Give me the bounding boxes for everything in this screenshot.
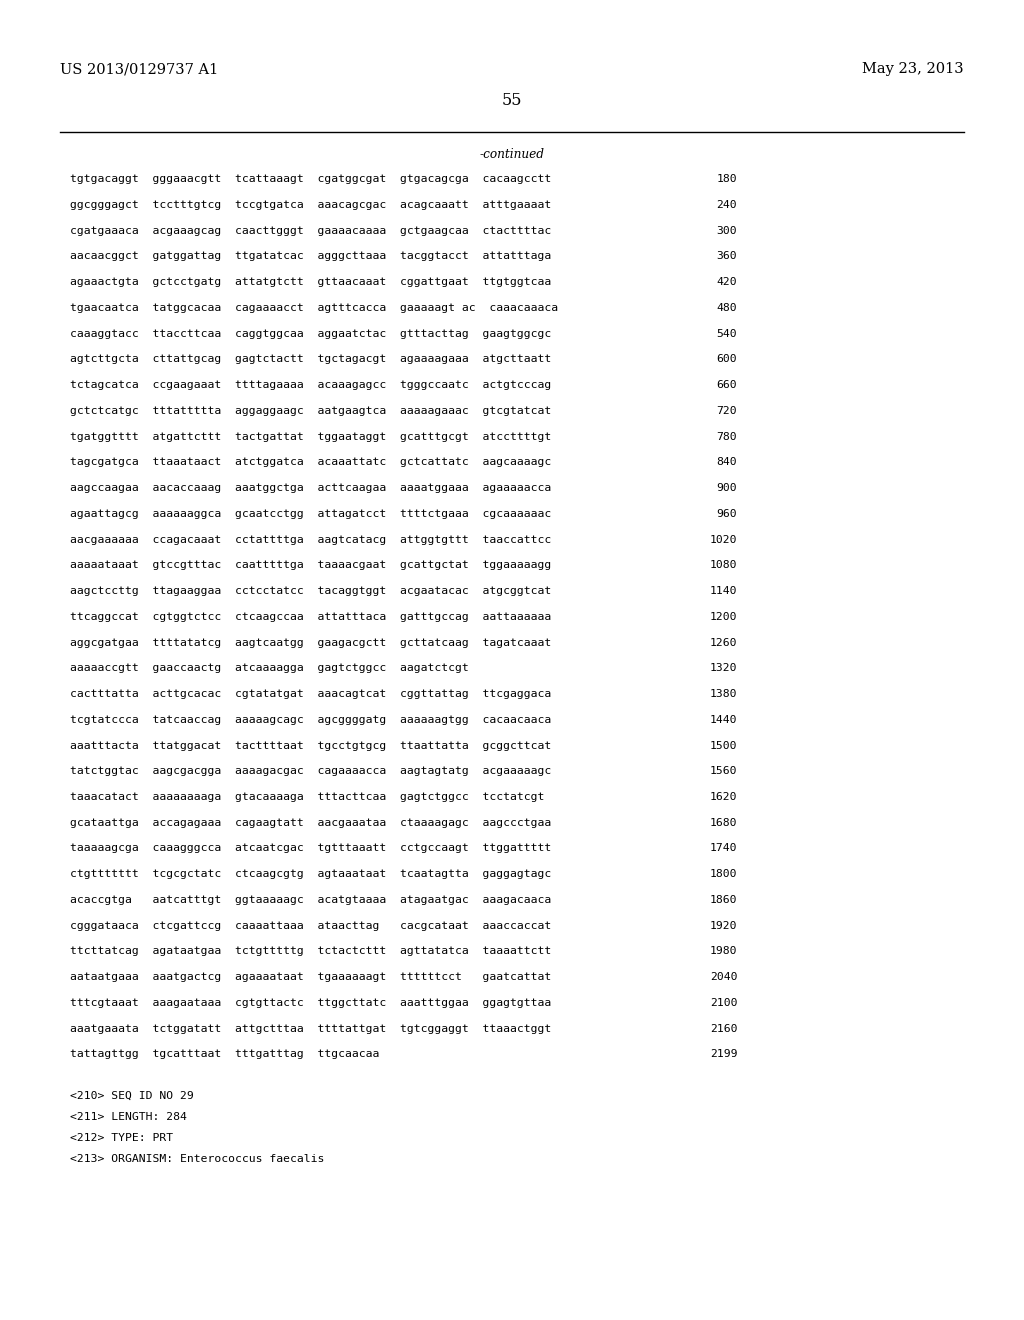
Text: agaaactgta  gctcctgatg  attatgtctt  gttaacaaat  cggattgaat  ttgtggtcaa: agaaactgta gctcctgatg attatgtctt gttaaca… <box>70 277 551 288</box>
Text: 1440: 1440 <box>710 715 737 725</box>
Text: 1920: 1920 <box>710 921 737 931</box>
Text: tgtgacaggt  gggaaacgtt  tcattaaagt  cgatggcgat  gtgacagcga  cacaagcctt: tgtgacaggt gggaaacgtt tcattaaagt cgatggc… <box>70 174 551 185</box>
Text: aagccaagaa  aacaccaaag  aaatggctga  acttcaagaa  aaaatggaaa  agaaaaacca: aagccaagaa aacaccaaag aaatggctga acttcaa… <box>70 483 551 494</box>
Text: 1260: 1260 <box>710 638 737 648</box>
Text: 840: 840 <box>717 458 737 467</box>
Text: 1800: 1800 <box>710 869 737 879</box>
Text: 2040: 2040 <box>710 972 737 982</box>
Text: 600: 600 <box>717 354 737 364</box>
Text: 780: 780 <box>717 432 737 442</box>
Text: tttcgtaaat  aaagaataaa  cgtgttactc  ttggcttatc  aaatttggaa  ggagtgttaa: tttcgtaaat aaagaataaa cgtgttactc ttggctt… <box>70 998 551 1008</box>
Text: May 23, 2013: May 23, 2013 <box>862 62 964 77</box>
Text: tagcgatgca  ttaaataact  atctggatca  acaaattatc  gctcattatc  aagcaaaagc: tagcgatgca ttaaataact atctggatca acaaatt… <box>70 458 551 467</box>
Text: aacaacggct  gatggattag  ttgatatcac  agggcttaaa  tacggtacct  attatttaga: aacaacggct gatggattag ttgatatcac agggctt… <box>70 251 551 261</box>
Text: <213> ORGANISM: Enterococcus faecalis: <213> ORGANISM: Enterococcus faecalis <box>70 1154 324 1164</box>
Text: tatctggtac  aagcgacgga  aaaagacgac  cagaaaacca  aagtagtatg  acgaaaaagc: tatctggtac aagcgacgga aaaagacgac cagaaaa… <box>70 766 551 776</box>
Text: 300: 300 <box>717 226 737 236</box>
Text: tgatggtttt  atgattcttt  tactgattat  tggaataggt  gcatttgcgt  atccttttgt: tgatggtttt atgattcttt tactgattat tggaata… <box>70 432 551 442</box>
Text: 1080: 1080 <box>710 560 737 570</box>
Text: 1680: 1680 <box>710 817 737 828</box>
Text: US 2013/0129737 A1: US 2013/0129737 A1 <box>60 62 219 77</box>
Text: ggcgggagct  tcctttgtcg  tccgtgatca  aaacagcgac  acagcaaatt  atttgaaaat: ggcgggagct tcctttgtcg tccgtgatca aaacagc… <box>70 199 551 210</box>
Text: ttcttatcag  agataatgaa  tctgtttttg  tctactcttt  agttatatca  taaaattctt: ttcttatcag agataatgaa tctgtttttg tctactc… <box>70 946 551 957</box>
Text: 55: 55 <box>502 92 522 110</box>
Text: 1860: 1860 <box>710 895 737 906</box>
Text: 2100: 2100 <box>710 998 737 1008</box>
Text: caaaggtacc  ttaccttcaa  caggtggcaa  aggaatctac  gtttacttag  gaagtggcgc: caaaggtacc ttaccttcaa caggtggcaa aggaatc… <box>70 329 551 339</box>
Text: 1380: 1380 <box>710 689 737 700</box>
Text: 900: 900 <box>717 483 737 494</box>
Text: cgatgaaaca  acgaaagcag  caacttgggt  gaaaacaaaa  gctgaagcaa  ctacttttac: cgatgaaaca acgaaagcag caacttgggt gaaaaca… <box>70 226 551 236</box>
Text: 1740: 1740 <box>710 843 737 854</box>
Text: ctgttttttt  tcgcgctatc  ctcaagcgtg  agtaaataat  tcaatagtta  gaggagtagc: ctgttttttt tcgcgctatc ctcaagcgtg agtaaat… <box>70 869 551 879</box>
Text: 540: 540 <box>717 329 737 339</box>
Text: ttcaggccat  cgtggtctcc  ctcaagccaa  attatttaca  gatttgccag  aattaaaaaa: ttcaggccat cgtggtctcc ctcaagccaa attattt… <box>70 612 551 622</box>
Text: 660: 660 <box>717 380 737 391</box>
Text: 1620: 1620 <box>710 792 737 803</box>
Text: agaattagcg  aaaaaaggca  gcaatcctgg  attagatcct  ttttctgaaa  cgcaaaaaac: agaattagcg aaaaaaggca gcaatcctgg attagat… <box>70 508 551 519</box>
Text: 1560: 1560 <box>710 766 737 776</box>
Text: cgggataaca  ctcgattccg  caaaattaaa  ataacttag   cacgcataat  aaaccaccat: cgggataaca ctcgattccg caaaattaaa ataactt… <box>70 921 551 931</box>
Text: 1200: 1200 <box>710 612 737 622</box>
Text: gcataattga  accagagaaa  cagaagtatt  aacgaaataa  ctaaaagagc  aagccctgaa: gcataattga accagagaaa cagaagtatt aacgaaa… <box>70 817 551 828</box>
Text: 1020: 1020 <box>710 535 737 545</box>
Text: aataatgaaa  aaatgactcg  agaaaataat  tgaaaaaagt  ttttttcct   gaatcattat: aataatgaaa aaatgactcg agaaaataat tgaaaaa… <box>70 972 551 982</box>
Text: gctctcatgc  tttattttta  aggaggaagc  aatgaagtca  aaaaagaaac  gtcgtatcat: gctctcatgc tttattttta aggaggaagc aatgaag… <box>70 407 551 416</box>
Text: 1980: 1980 <box>710 946 737 957</box>
Text: 480: 480 <box>717 304 737 313</box>
Text: cactttatta  acttgcacac  cgtatatgat  aaacagtcat  cggttattag  ttcgaggaca: cactttatta acttgcacac cgtatatgat aaacagt… <box>70 689 551 700</box>
Text: 2160: 2160 <box>710 1024 737 1034</box>
Text: 1320: 1320 <box>710 663 737 673</box>
Text: tcgtatccca  tatcaaccag  aaaaagcagc  agcggggatg  aaaaaagtgg  cacaacaaca: tcgtatccca tatcaaccag aaaaagcagc agcgggg… <box>70 715 551 725</box>
Text: aggcgatgaa  ttttatatcg  aagtcaatgg  gaagacgctt  gcttatcaag  tagatcaaat: aggcgatgaa ttttatatcg aagtcaatgg gaagacg… <box>70 638 551 648</box>
Text: <212> TYPE: PRT: <212> TYPE: PRT <box>70 1133 173 1143</box>
Text: acaccgtga   aatcatttgt  ggtaaaaagc  acatgtaaaa  atagaatgac  aaagacaaca: acaccgtga aatcatttgt ggtaaaaagc acatgtaa… <box>70 895 551 906</box>
Text: taaaaagcga  caaagggcca  atcaatcgac  tgtttaaatt  cctgccaagt  ttggattttt: taaaaagcga caaagggcca atcaatcgac tgtttaa… <box>70 843 551 854</box>
Text: agtcttgcta  cttattgcag  gagtctactt  tgctagacgt  agaaaagaaa  atgcttaatt: agtcttgcta cttattgcag gagtctactt tgctaga… <box>70 354 551 364</box>
Text: 1140: 1140 <box>710 586 737 597</box>
Text: <210> SEQ ID NO 29: <210> SEQ ID NO 29 <box>70 1090 194 1101</box>
Text: 2199: 2199 <box>710 1049 737 1060</box>
Text: -continued: -continued <box>479 148 545 161</box>
Text: 1500: 1500 <box>710 741 737 751</box>
Text: aagctccttg  ttagaaggaa  cctcctatcc  tacaggtggt  acgaatacac  atgcggtcat: aagctccttg ttagaaggaa cctcctatcc tacaggt… <box>70 586 551 597</box>
Text: 180: 180 <box>717 174 737 185</box>
Text: tgaacaatca  tatggcacaa  cagaaaacct  agtttcacca  gaaaaagt ac  caaacaaaca: tgaacaatca tatggcacaa cagaaaacct agtttca… <box>70 304 558 313</box>
Text: aaaaaccgtt  gaaccaactg  atcaaaagga  gagtctggcc  aagatctcgt: aaaaaccgtt gaaccaactg atcaaaagga gagtctg… <box>70 663 468 673</box>
Text: aaatgaaata  tctggatatt  attgctttaa  ttttattgat  tgtcggaggt  ttaaactggt: aaatgaaata tctggatatt attgctttaa ttttatt… <box>70 1024 551 1034</box>
Text: tattagttgg  tgcatttaat  tttgatttag  ttgcaacaa: tattagttgg tgcatttaat tttgatttag ttgcaac… <box>70 1049 379 1060</box>
Text: 420: 420 <box>717 277 737 288</box>
Text: 720: 720 <box>717 407 737 416</box>
Text: aaatttacta  ttatggacat  tacttttaat  tgcctgtgcg  ttaattatta  gcggcttcat: aaatttacta ttatggacat tacttttaat tgcctgt… <box>70 741 551 751</box>
Text: 360: 360 <box>717 251 737 261</box>
Text: <211> LENGTH: 284: <211> LENGTH: 284 <box>70 1111 186 1122</box>
Text: aacgaaaaaa  ccagacaaat  cctattttga  aagtcatacg  attggtgttt  taaccattcc: aacgaaaaaa ccagacaaat cctattttga aagtcat… <box>70 535 551 545</box>
Text: 240: 240 <box>717 199 737 210</box>
Text: 960: 960 <box>717 508 737 519</box>
Text: taaacatact  aaaaaaaaga  gtacaaaaga  tttacttcaa  gagtctggcc  tcctatcgt: taaacatact aaaaaaaaga gtacaaaaga tttactt… <box>70 792 544 803</box>
Text: aaaaataaat  gtccgtttac  caatttttga  taaaacgaat  gcattgctat  tggaaaaagg: aaaaataaat gtccgtttac caatttttga taaaacg… <box>70 560 551 570</box>
Text: tctagcatca  ccgaagaaat  ttttagaaaa  acaaagagcc  tgggccaatc  actgtcccag: tctagcatca ccgaagaaat ttttagaaaa acaaaga… <box>70 380 551 391</box>
